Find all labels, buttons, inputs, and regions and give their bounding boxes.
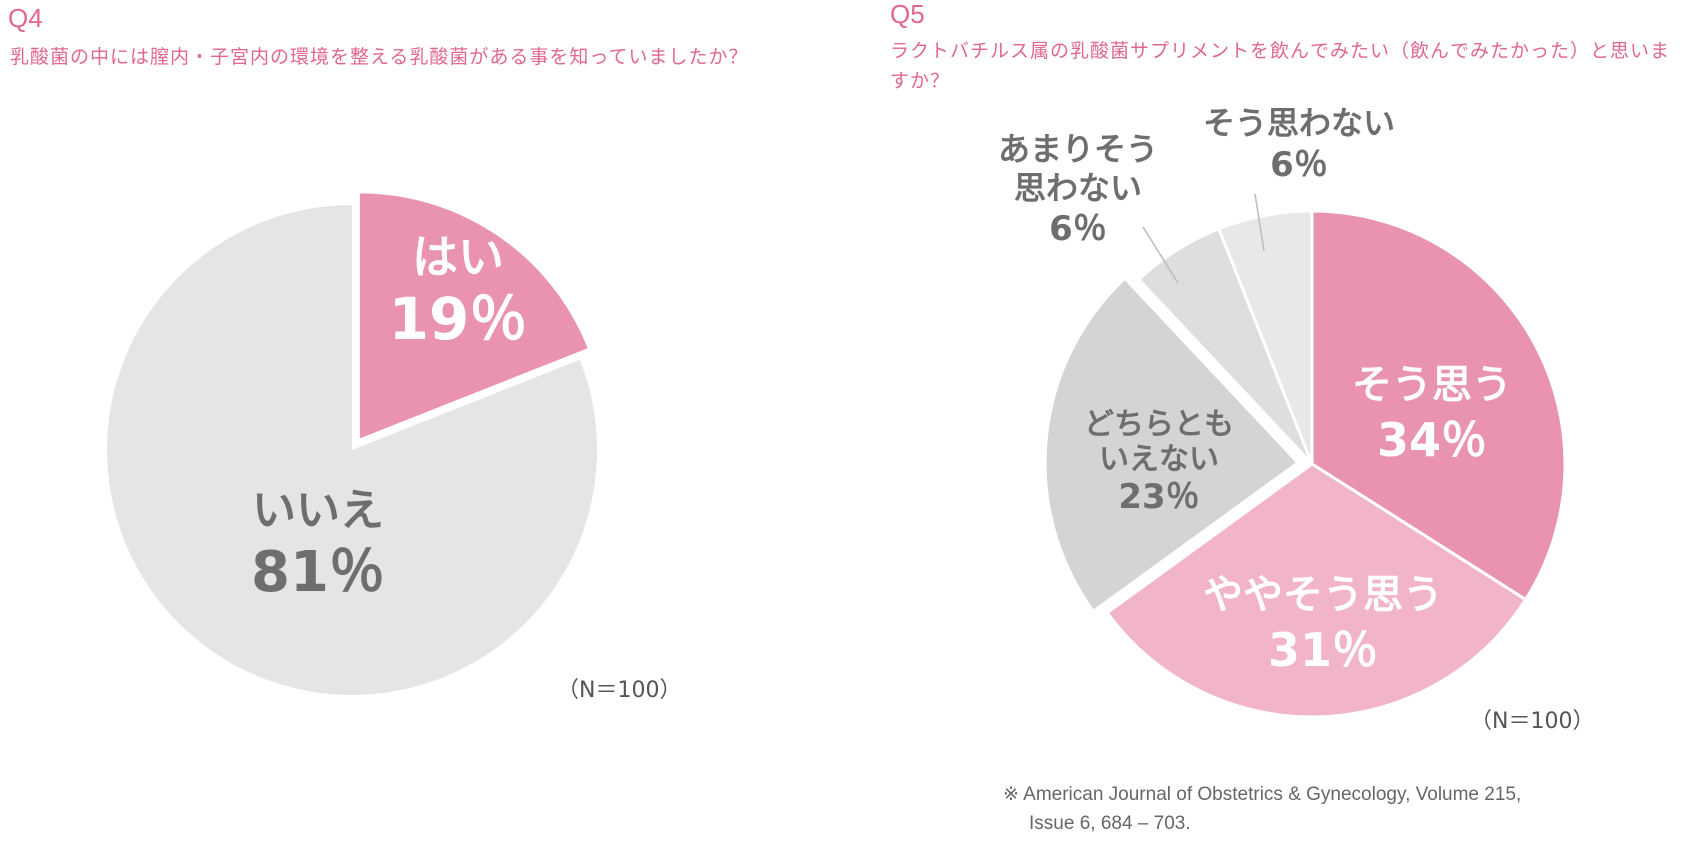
source-line-1: ※ American Journal of Obstetrics & Gynec…	[1003, 784, 1522, 805]
q4-slice-0	[359, 193, 588, 439]
q5-slice-2	[1043, 276, 1301, 614]
q4-slice-0-value: 19％	[389, 285, 528, 353]
q4-slice-1-label: いいえ	[252, 485, 384, 536]
q4-label: Q4	[8, 3, 43, 33]
q5-slice-1-label: ややそう思う	[1203, 572, 1443, 618]
q5-slice-1	[1105, 462, 1528, 719]
q5-slice-3-label: あまりそう思わない	[998, 130, 1158, 207]
source-citation: ※ American Journal of Obstetrics & Gynec…	[1003, 780, 1603, 838]
q5-leader-line-0	[1142, 226, 1179, 284]
q4-question: 乳酸菌の中には膣内・子宮内の環境を整える乳酸菌がある事を知っていましたか？	[10, 46, 749, 68]
q5-slice-1-value: 31％	[1268, 623, 1378, 677]
q4-slice-0-label: はい	[412, 230, 504, 284]
q5-question: ラクトバチルス属の乳酸菌サプリメントを飲んでみたい（飲んでみたかった）と思います…	[890, 40, 1671, 92]
q4-slice-1-value: 81％	[251, 540, 385, 605]
q4-slice-1	[106, 205, 597, 695]
q5-slice-4-value: 6％	[1270, 145, 1328, 185]
q4-sample-size: （N＝100）	[557, 678, 682, 703]
q5-slice-3-value: 6％	[1049, 209, 1107, 249]
q5-pie-chart: そう思う34％ややそう思う31％どちらともいえない23％あまりそう思わない6％そ…	[998, 104, 1567, 719]
q5-slice-0-label: そう思う	[1352, 362, 1512, 408]
q5-slice-4-label: そう思わない	[1203, 104, 1395, 142]
q5-slice-2-value: 23％	[1118, 477, 1199, 517]
q5-slice-0-value: 34％	[1377, 413, 1487, 467]
q5-leader-line-1	[1254, 193, 1265, 252]
q5-label: Q5	[890, 0, 925, 29]
q5-slice-4	[1216, 209, 1314, 465]
q5-leader-lines	[1142, 193, 1265, 284]
q5-slice-2-label: どちらともいえない	[1084, 407, 1234, 477]
q5-sample-size: （N＝100）	[1470, 709, 1595, 734]
source-line-2: Issue 6, 684 – 703.	[1029, 813, 1191, 834]
